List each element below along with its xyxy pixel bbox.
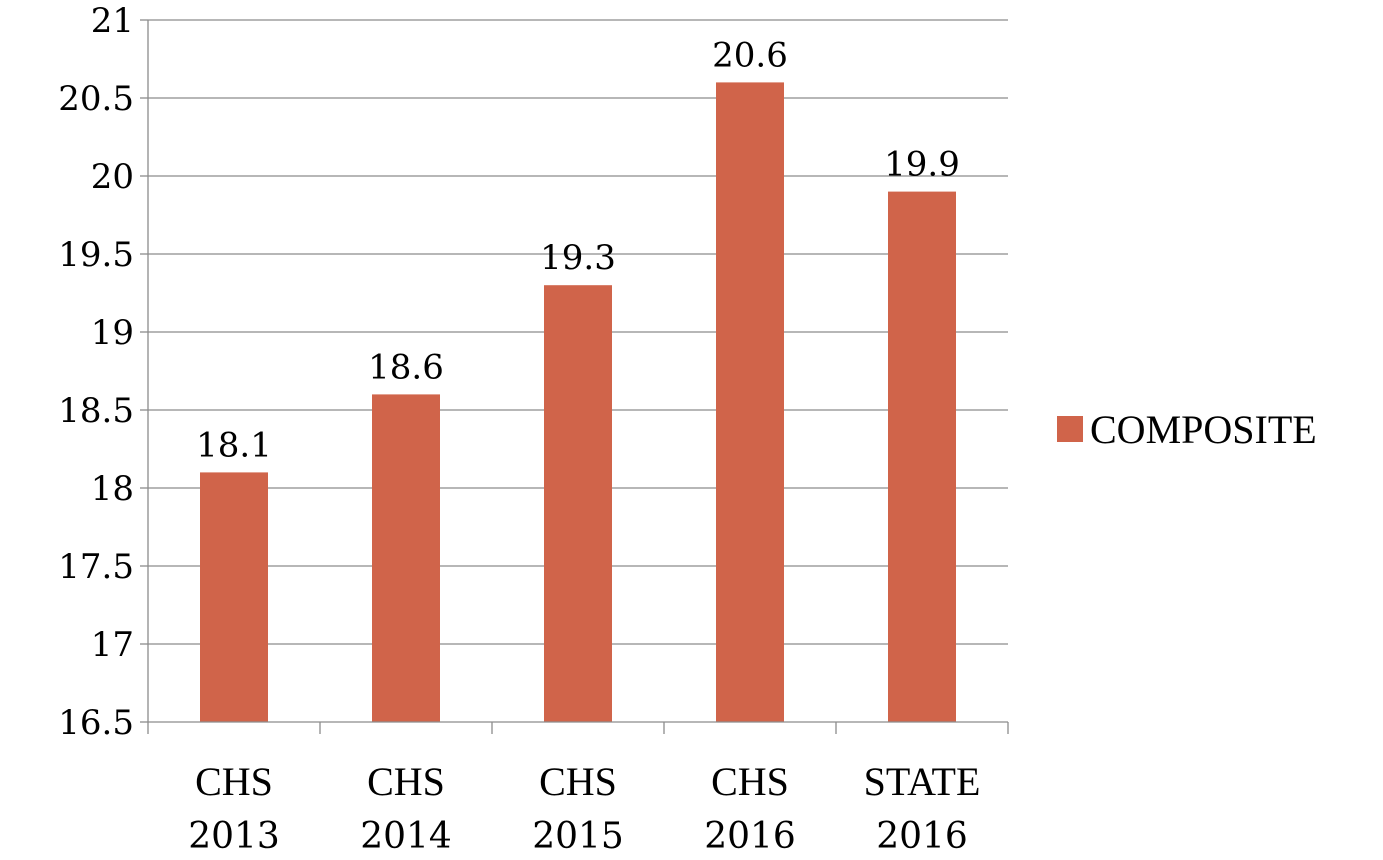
bar bbox=[888, 191, 956, 723]
y-tick-label: 20 bbox=[91, 157, 134, 197]
bars bbox=[200, 82, 956, 723]
data-label: 20.6 bbox=[712, 35, 788, 75]
y-tick-label: 17 bbox=[91, 625, 134, 665]
x-tick-label: CHS bbox=[539, 759, 617, 804]
legend-swatch bbox=[1057, 416, 1083, 442]
data-label: 18.6 bbox=[368, 347, 444, 387]
y-tick-label: 17.5 bbox=[58, 547, 134, 587]
y-tick-label: 19 bbox=[91, 313, 134, 353]
bar bbox=[372, 394, 440, 722]
axes bbox=[147, 20, 1008, 723]
x-tick-label: 2013 bbox=[188, 816, 280, 857]
bar bbox=[200, 472, 268, 722]
x-axis-ticks: CHS 2013 CHS 2014 CHS 2015 CHS 2016 STATE 2016 bbox=[147, 722, 1009, 857]
x-tick-label: CHS bbox=[367, 759, 445, 804]
x-tick-label: 2015 bbox=[532, 816, 624, 857]
y-tick-label: 18.5 bbox=[58, 391, 134, 431]
y-tick-label: 18 bbox=[91, 469, 134, 509]
x-tick-label: 2016 bbox=[876, 816, 968, 857]
x-tick-label: 2016 bbox=[704, 816, 796, 857]
data-label: 19.3 bbox=[540, 238, 616, 278]
x-tick-label: CHS bbox=[195, 759, 273, 804]
legend-label: COMPOSITE bbox=[1090, 407, 1317, 452]
y-tick-label: 21 bbox=[91, 1, 134, 41]
x-tick-label: 2014 bbox=[360, 816, 452, 857]
bar bbox=[716, 82, 784, 722]
x-tick-label: CHS bbox=[711, 759, 789, 804]
y-tick-label: 20.5 bbox=[58, 79, 134, 119]
x-tick-label: STATE bbox=[864, 759, 981, 804]
y-tick-label: 19.5 bbox=[58, 235, 134, 275]
bar bbox=[544, 285, 612, 722]
data-labels: 18.1 18.6 19.3 20.6 19.9 bbox=[196, 35, 960, 465]
data-label: 19.9 bbox=[884, 145, 960, 185]
data-label: 18.1 bbox=[196, 425, 272, 465]
y-axis-ticks: 16.5 17 17.5 18 18.5 19 19.5 20 20.5 21 bbox=[58, 1, 148, 743]
y-tick-label: 16.5 bbox=[58, 703, 134, 743]
legend: COMPOSITE bbox=[1057, 407, 1317, 452]
